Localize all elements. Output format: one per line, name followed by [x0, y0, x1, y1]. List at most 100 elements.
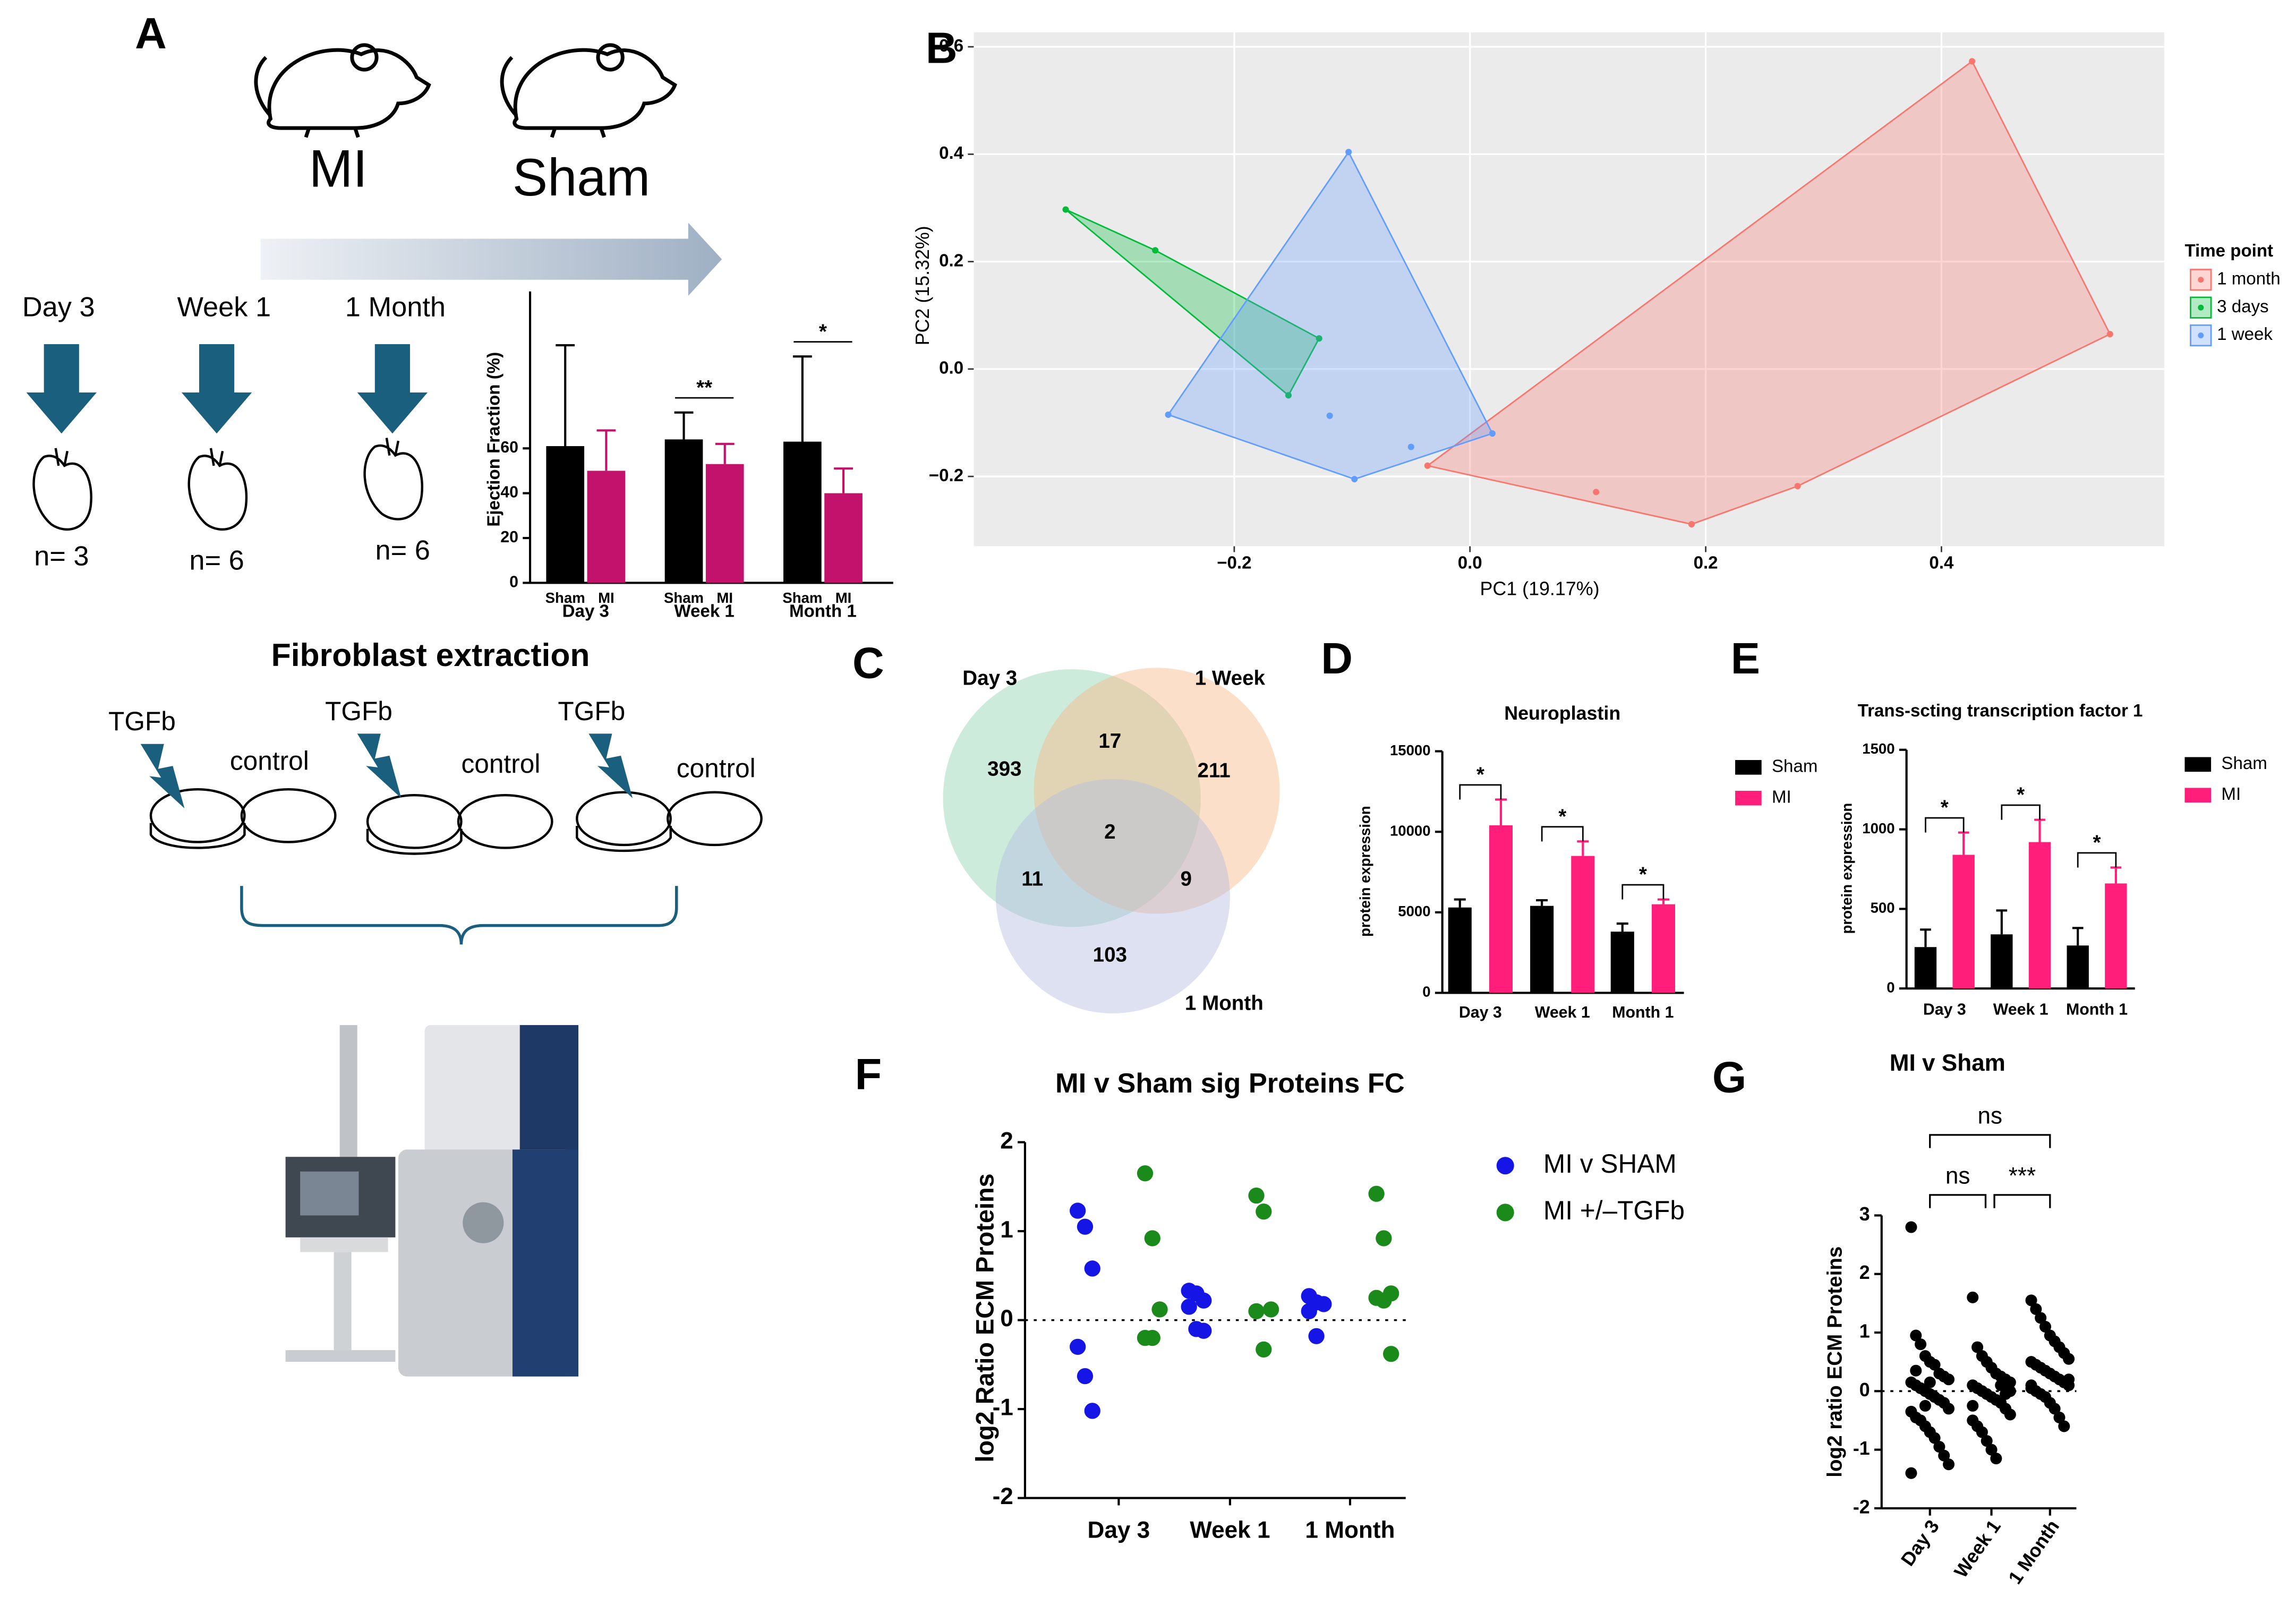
point	[1301, 1303, 1317, 1320]
venn-set	[943, 669, 1201, 927]
point	[1915, 1382, 1927, 1394]
point	[1943, 1373, 1955, 1386]
point	[1688, 520, 1695, 528]
significance-label: *	[1639, 864, 1647, 886]
point	[1910, 1364, 1922, 1377]
bar	[824, 493, 863, 583]
point	[1181, 1299, 1197, 1315]
legend-dot	[2198, 304, 2204, 311]
y-tick-label: 1500	[1862, 740, 1894, 757]
bar	[2067, 945, 2089, 989]
venn-set	[1034, 668, 1280, 914]
comparison-label: ns	[1977, 1103, 2002, 1129]
plot-background	[974, 32, 2164, 547]
significance-label: *	[1476, 764, 1484, 787]
x-tick-label: Month 1	[2066, 1001, 2128, 1019]
bar-label: Sham	[545, 590, 585, 606]
y-tick-label: -2	[993, 1483, 1013, 1509]
significance-label: *	[2093, 832, 2101, 855]
point	[1262, 1301, 1279, 1318]
point	[2004, 1385, 2016, 1397]
point	[1196, 1322, 1212, 1339]
legend-label: 1 week	[2217, 325, 2273, 344]
x-tick-label: Month 1	[789, 601, 857, 621]
timepoint: Day 3	[22, 292, 95, 323]
panel-label: C	[852, 638, 884, 687]
y-tick-label: -1	[1853, 1438, 1870, 1459]
point	[1077, 1218, 1094, 1235]
point	[1969, 58, 1976, 65]
region-count: 393	[987, 758, 1021, 781]
legend-label: MI	[2221, 784, 2241, 804]
point	[1248, 1187, 1265, 1204]
legend-label: MI +/–TGFb	[1543, 1196, 1685, 1225]
bar	[664, 439, 703, 583]
legend-dot	[1496, 1157, 1514, 1175]
comparison-bracket	[1993, 1194, 2051, 1208]
legend-label: Sham	[2221, 754, 2267, 773]
significance-label: **	[696, 377, 712, 399]
point	[2025, 1294, 2037, 1307]
bar	[1448, 907, 1472, 993]
mouse-icon	[500, 43, 677, 138]
schematic: A MI Sham Day 3 Week 1 1 Month n= 3 n= 6…	[22, 8, 763, 1377]
group-label: MI	[309, 140, 368, 199]
point	[1794, 483, 1801, 490]
y-tick-label: 0.4	[939, 143, 964, 163]
y-tick-label: 0	[1000, 1305, 1013, 1331]
significance-label: *	[1941, 797, 1949, 819]
panel-label: D	[1321, 634, 1353, 683]
point	[1151, 1301, 1168, 1318]
x-tick-label: Month 1	[1612, 1004, 1674, 1021]
bar	[1914, 947, 1937, 989]
petri-dishes	[149, 788, 763, 855]
bar	[1571, 856, 1595, 993]
bracket	[240, 886, 678, 945]
bar-label: Sham	[782, 590, 822, 606]
point	[1919, 1399, 1931, 1412]
point	[1345, 149, 1352, 156]
point	[1368, 1185, 1385, 1202]
region-count: 9	[1180, 867, 1191, 890]
bar	[1651, 904, 1676, 993]
control-label: control	[677, 753, 756, 783]
treatment-bolts	[140, 733, 633, 809]
point	[1910, 1329, 1922, 1342]
comparison-bracket	[1929, 1134, 2051, 1148]
point	[1069, 1202, 1086, 1219]
point	[1062, 206, 1069, 213]
point	[1985, 1444, 1998, 1456]
legend-swatch	[2190, 324, 2212, 347]
point	[1995, 1379, 2007, 1391]
x-tick-label: 1 Month	[1305, 1517, 1395, 1543]
point	[2053, 1411, 2065, 1423]
x-tick-label: 0.4	[1929, 553, 1954, 573]
point	[1351, 476, 1358, 483]
region-count: 11	[1021, 867, 1043, 890]
down-arrows	[26, 344, 428, 434]
point	[1069, 1338, 1086, 1355]
y-axis-label: Ejection Fraction (%)	[484, 352, 504, 527]
y-axis-label: protein expression	[1357, 806, 1373, 937]
x-axis-label: PC1 (19.17%)	[1480, 578, 1599, 600]
region-count: 211	[1197, 759, 1230, 782]
x-tick-label: −0.2	[1217, 553, 1251, 573]
x-tick-label: Day 3	[1459, 1004, 1502, 1021]
point	[1316, 335, 1322, 342]
point	[1376, 1230, 1392, 1247]
point	[1905, 1467, 1917, 1479]
bar-label: MI	[716, 590, 733, 606]
bar-label: MI	[598, 590, 614, 606]
point	[2039, 1320, 2052, 1333]
treatment-label: TGFb	[325, 696, 392, 726]
y-tick-label: 15000	[1390, 742, 1431, 758]
point	[1196, 1292, 1212, 1309]
y-tick-label: −0.2	[929, 466, 963, 485]
y-tick-label: 0.6	[939, 36, 963, 56]
point	[1967, 1399, 1979, 1412]
point	[1256, 1203, 1272, 1220]
bar	[1610, 932, 1634, 993]
point	[1308, 1328, 1325, 1344]
point	[1326, 412, 1333, 419]
